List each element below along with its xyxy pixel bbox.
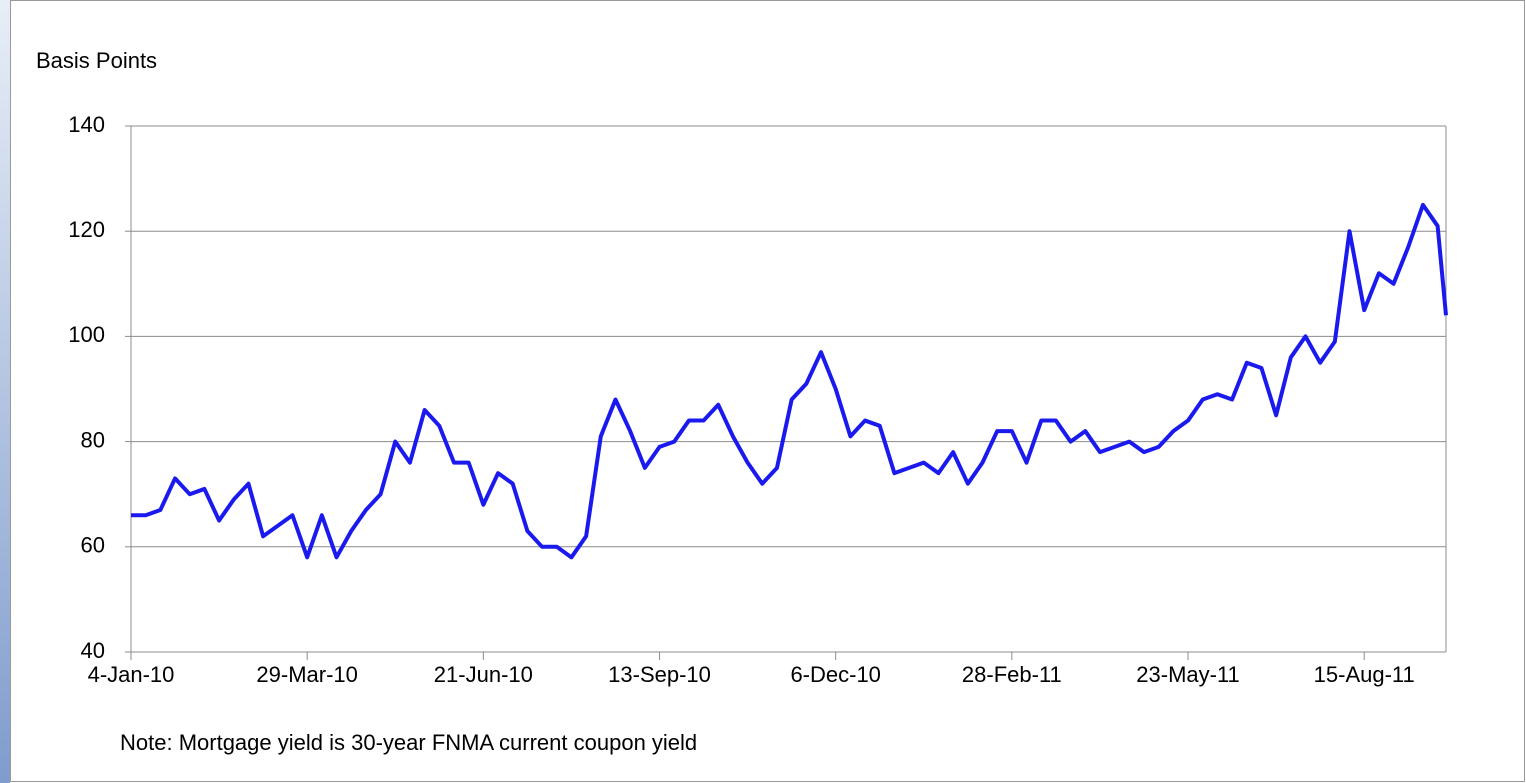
y-tick-label: 80 <box>81 427 105 452</box>
edge-strip <box>0 0 10 783</box>
x-tick-label: 15-Aug-11 <box>1314 662 1415 687</box>
x-tick-label: 6-Dec-10 <box>790 662 880 687</box>
series-line <box>131 202 1448 560</box>
x-tick-label: 21-Jun-10 <box>434 662 533 687</box>
y-tick-label: 100 <box>68 322 105 347</box>
y-tick-label: 120 <box>68 217 105 242</box>
y-tick-label: 40 <box>81 638 105 663</box>
x-tick-label: 13-Sep-10 <box>608 662 711 687</box>
x-tick-label: 4-Jan-10 <box>88 662 175 687</box>
y-axis-label: Basis Points <box>36 48 157 73</box>
x-tick-label: 23-May-11 <box>1136 662 1240 687</box>
y-tick-label: 60 <box>81 533 105 558</box>
y-tick-label: 140 <box>68 112 105 137</box>
frame <box>10 0 1525 782</box>
x-tick-label: 28-Feb-11 <box>962 662 1062 687</box>
x-tick-label: 29-Mar-10 <box>256 662 357 687</box>
note: Note: Mortgage yield is 30-year FNMA cur… <box>120 730 697 755</box>
